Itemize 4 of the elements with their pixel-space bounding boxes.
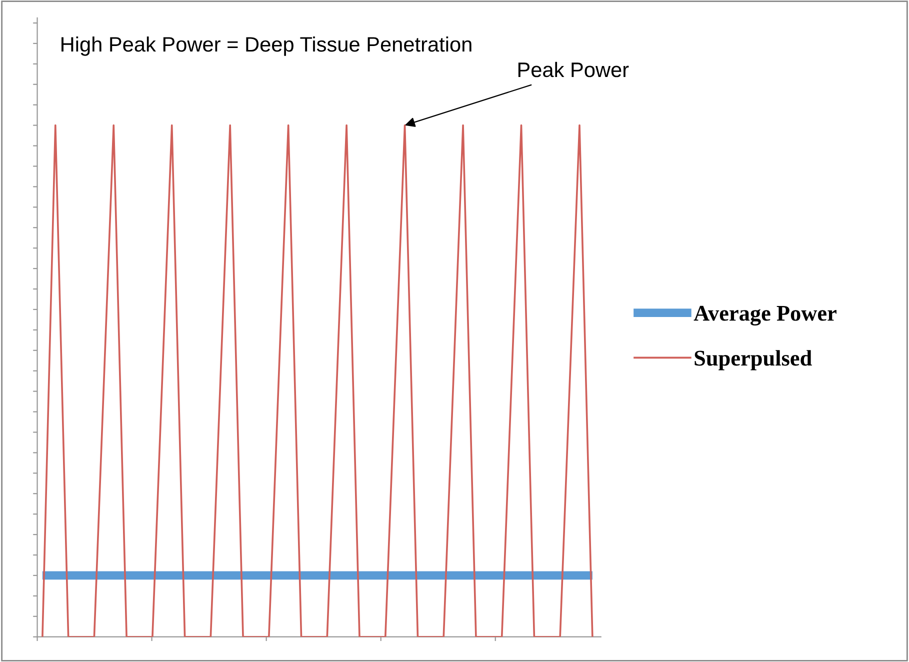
legend-label: Average Power (694, 306, 836, 326)
text: Peak Power (518, 62, 629, 78)
chart-title: High Peak Power = Deep Tissue Penetration (62, 36, 472, 56)
legend-label: Superpulsed (694, 350, 812, 370)
